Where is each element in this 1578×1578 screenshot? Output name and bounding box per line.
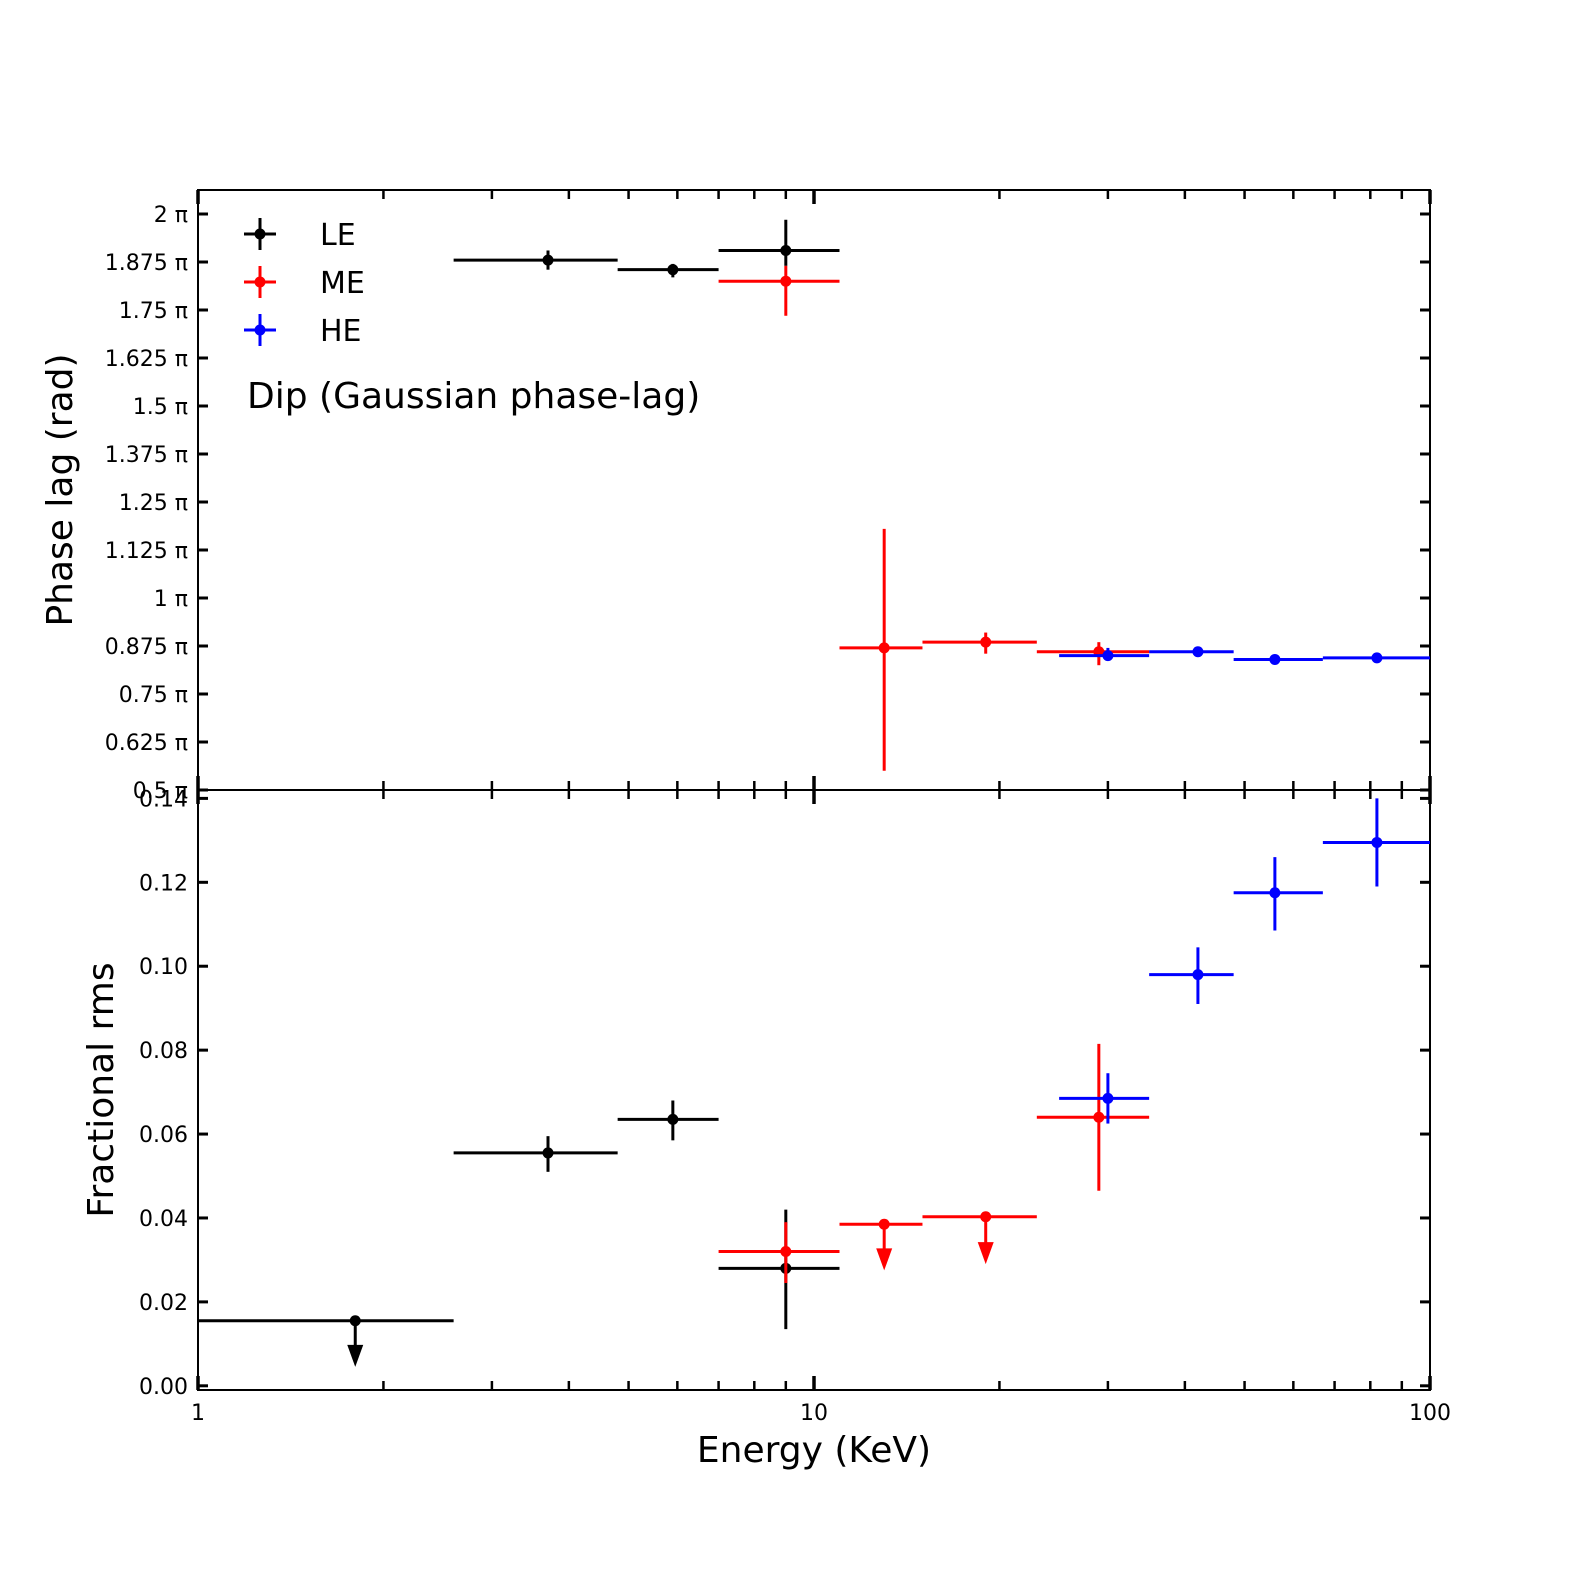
bottom-ytick-label: 0.10	[139, 955, 188, 980]
top-point-LE	[667, 264, 679, 276]
top-ytick-label: 0.75 π	[119, 683, 188, 708]
top-point-ME	[780, 275, 792, 287]
top-point-HE	[1192, 646, 1204, 658]
bottom-point-LE	[542, 1147, 554, 1159]
top-ylabel: Phase lag (rad)	[40, 353, 81, 626]
top-ytick-label: 1.25 π	[119, 491, 188, 516]
top-point-HE	[1102, 650, 1114, 662]
legend-label-LE: LE	[320, 218, 356, 253]
bottom-point-ME	[878, 1218, 890, 1230]
bottom-ytick-label: 0.02	[139, 1291, 188, 1316]
top-ytick-label: 1 π	[154, 587, 188, 612]
bottom-ytick-label: 0.00	[139, 1375, 188, 1400]
bottom-point-LE	[349, 1315, 361, 1327]
top-point-HE	[1371, 652, 1383, 664]
top-point-ME	[878, 642, 890, 654]
bottom-point-HE	[1192, 969, 1204, 981]
bottom-point-ME	[980, 1211, 992, 1223]
top-point-HE	[1269, 653, 1281, 665]
top-ytick-label: 1.375 π	[105, 443, 188, 468]
xlabel: Energy (KeV)	[697, 1430, 931, 1471]
bottom-ylabel: Fractional rms	[81, 962, 122, 1217]
top-ytick-label: 1.75 π	[119, 299, 188, 324]
top-point-ME	[980, 636, 992, 648]
top-axes: 0.5 π 0.625 π 0.75 π 0.875 π 1 π 1.125 π 1.25 …	[105, 190, 1432, 804]
top-ytick-label: 1.125 π	[105, 539, 188, 564]
top-ytick-label: 1.625 π	[105, 347, 188, 372]
bottom-ytick-label: 0.04	[139, 1207, 188, 1232]
xtick-label: 10	[800, 1401, 828, 1426]
bottom-point-ME	[780, 1246, 792, 1258]
bottom-point-HE	[1269, 887, 1281, 899]
top-point-LE	[542, 254, 554, 266]
bottom-limit-arrow-ME	[876, 1248, 893, 1271]
bottom-data-marks	[198, 798, 1430, 1367]
top-data-marks	[453, 219, 1430, 771]
bottom-point-HE	[1371, 836, 1383, 848]
legend-label-ME: ME	[320, 266, 365, 301]
bottom-ytick-label: 0.12	[139, 871, 188, 896]
xtick-label: 1	[191, 1401, 205, 1426]
bottom-limit-arrow-LE	[347, 1344, 364, 1367]
bottom-ytick-label: 0.06	[139, 1123, 188, 1148]
top-ytick-label: 1.875 π	[105, 251, 188, 276]
legend-label-HE: HE	[320, 314, 362, 349]
top-ytick-label: 0.625 π	[105, 731, 188, 756]
dip-annotation: Dip (Gaussian phase-lag)	[247, 376, 700, 417]
bottom-ytick-label: 0.14	[139, 787, 188, 812]
bottom-point-ME	[1093, 1111, 1105, 1123]
bottom-axes: 0.00 0.02 0.04 0.06 0.08 0.10 0.12 0.14 1 10 100	[139, 787, 1451, 1426]
bottom-limit-arrow-ME	[977, 1242, 994, 1265]
legend-marker-LE	[254, 228, 266, 240]
legend-marker-HE	[254, 324, 266, 336]
top-ytick-label: 1.5 π	[133, 395, 188, 420]
bottom-point-LE	[667, 1113, 679, 1125]
xtick-label: 100	[1409, 1401, 1451, 1426]
bottom-plot-frame	[197, 789, 1431, 1391]
bottom-point-HE	[1102, 1092, 1114, 1104]
top-ytick-label: 0.5 π	[133, 779, 188, 804]
phase-lag-panel: 0.5 π 0.625 π 0.75 π 0.875 π 1 π 1.125 π 1.25 …	[40, 189, 1432, 804]
top-point-LE	[780, 244, 792, 256]
legend: LE ME HE	[244, 218, 365, 349]
top-ytick-label: 0.875 π	[105, 635, 188, 660]
bottom-ytick-label: 0.08	[139, 1039, 188, 1064]
legend-marker-ME	[254, 276, 266, 288]
top-ytick-label: 2 π	[154, 203, 188, 228]
rms-panel: 0.00 0.02 0.04 0.06 0.08 0.10 0.12 0.14 1 10 100 F…	[81, 787, 1451, 1471]
